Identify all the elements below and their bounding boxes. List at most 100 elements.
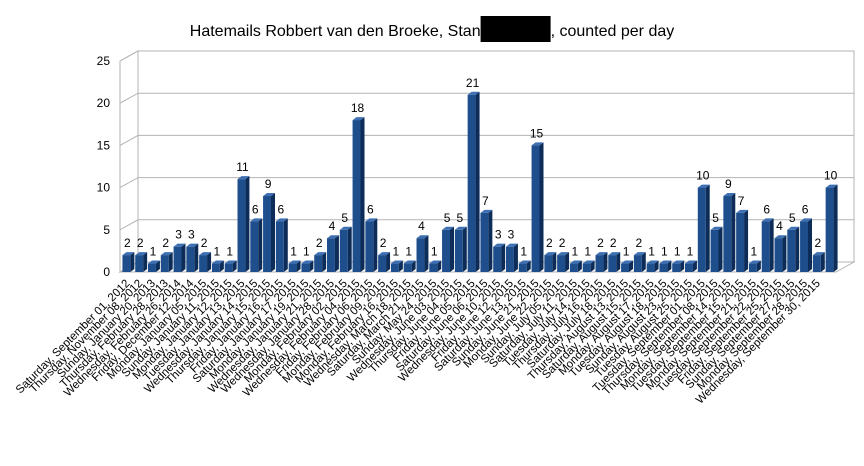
data-label: 2	[559, 236, 566, 250]
bar	[493, 246, 502, 272]
bar-top	[160, 252, 173, 256]
bar	[506, 246, 514, 272]
data-label: 1	[431, 245, 438, 259]
bar	[224, 263, 233, 272]
bar-top	[301, 260, 314, 264]
bar-top	[774, 235, 787, 239]
bar-side	[424, 235, 429, 272]
data-label: 2	[162, 236, 169, 250]
bar	[697, 187, 706, 272]
bar-side	[322, 252, 327, 272]
bar-top	[800, 218, 812, 222]
bar-side	[539, 142, 544, 272]
bar	[787, 229, 796, 272]
bar	[173, 246, 182, 272]
bar-side	[795, 226, 800, 272]
bar-side	[398, 260, 403, 272]
bar-top	[608, 252, 621, 256]
bar-side	[577, 260, 582, 272]
bar	[365, 221, 374, 272]
bar	[723, 196, 732, 272]
data-label: 5	[341, 211, 348, 225]
data-label: 2	[137, 236, 144, 250]
bar-side	[616, 252, 621, 272]
bar-side	[296, 260, 301, 272]
bar	[378, 255, 387, 272]
data-label: 1	[687, 245, 694, 259]
bar-top	[672, 260, 685, 264]
bar-side	[245, 176, 250, 272]
bar	[774, 238, 783, 272]
bar-top	[288, 260, 301, 264]
bar-top	[454, 226, 467, 230]
bar-top	[263, 193, 275, 197]
bar-top	[518, 260, 531, 264]
data-label: 1	[751, 245, 758, 259]
bar	[327, 238, 335, 272]
bar-top	[135, 252, 148, 256]
data-label: 9	[265, 177, 272, 191]
bar	[595, 255, 604, 272]
data-label: 2	[201, 236, 208, 250]
bar	[480, 212, 489, 272]
bar-top	[199, 252, 212, 256]
bar	[454, 229, 463, 272]
data-label: 1	[303, 245, 310, 259]
bar-side	[769, 218, 774, 272]
bar	[288, 263, 297, 272]
bar-side	[181, 243, 186, 272]
data-label: 2	[635, 236, 642, 250]
bar-top	[621, 260, 633, 264]
data-label: 6	[763, 202, 770, 216]
bar-side	[155, 260, 160, 272]
bar-side	[411, 260, 416, 272]
data-label: 2	[597, 236, 604, 250]
bar-top	[211, 260, 224, 264]
bar	[467, 94, 476, 272]
bar-side	[807, 218, 812, 272]
data-label: 1	[214, 245, 221, 259]
bar	[672, 263, 681, 272]
bar-side	[820, 252, 825, 272]
bar-top	[237, 176, 250, 180]
data-label: 2	[316, 236, 323, 250]
bar	[314, 255, 323, 272]
bar	[557, 255, 566, 272]
bar-top	[825, 184, 838, 188]
bar-side	[782, 235, 787, 272]
bar	[352, 120, 361, 272]
data-label: 5	[789, 211, 796, 225]
bar-top	[531, 142, 544, 146]
bar-top	[557, 252, 570, 256]
bar-top	[122, 252, 135, 256]
grid-line	[119, 134, 854, 146]
bar-side	[232, 260, 237, 272]
bar-side	[360, 117, 365, 272]
data-label: 11	[236, 160, 249, 174]
bar-top	[633, 252, 646, 256]
bar	[211, 263, 220, 272]
grid-line	[119, 219, 854, 231]
bar	[608, 255, 617, 272]
data-label: 1	[661, 245, 668, 259]
bar	[429, 263, 438, 272]
bar	[748, 263, 757, 272]
data-label: 21	[466, 76, 480, 90]
bar-top	[339, 226, 352, 230]
chart-title: Hatemails Robbert van den Broeke, Stan	[190, 23, 481, 40]
bar	[339, 229, 348, 272]
bar	[403, 263, 412, 272]
bar-side	[283, 218, 288, 272]
bar	[812, 255, 821, 272]
bar-top	[787, 226, 800, 230]
bar-top	[544, 252, 557, 256]
bar-top	[646, 260, 659, 264]
y-tick-label: 20	[97, 96, 111, 110]
bar-side	[488, 209, 493, 272]
data-label: 1	[290, 245, 297, 259]
bar-side	[756, 260, 761, 272]
bar	[800, 221, 808, 272]
bar-side	[603, 252, 608, 272]
bar-side	[692, 260, 697, 272]
